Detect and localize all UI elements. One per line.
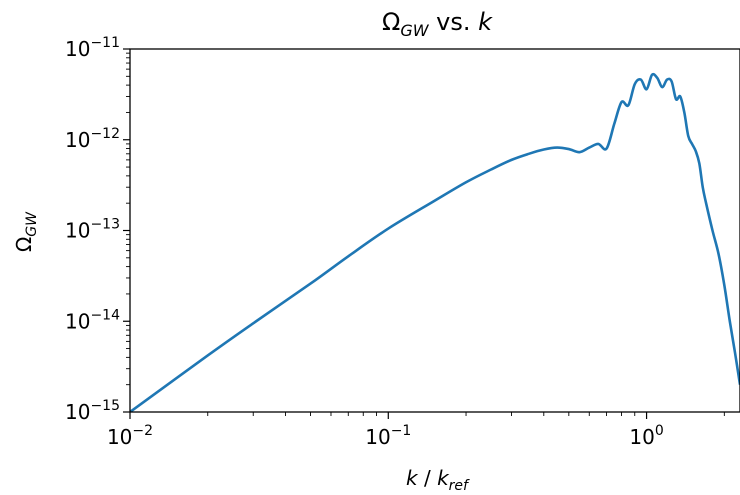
xlabel-sep: / bbox=[418, 466, 437, 490]
series-layer bbox=[130, 72, 740, 412]
y-tick-label: 10−15 bbox=[65, 398, 120, 424]
x-axis-label: k / kref bbox=[406, 466, 470, 494]
title-vs: vs. bbox=[429, 8, 479, 36]
chart-title: ΩGW vs. k bbox=[382, 8, 493, 40]
series-line bbox=[130, 72, 740, 412]
ticks-layer: 10−2 10−1 100 10−15 10−14 10−13 10−12 10−11 bbox=[65, 35, 725, 449]
y-axis-label: ΩGW bbox=[12, 211, 40, 252]
plot-frame bbox=[129, 48, 740, 413]
x-tick-label: 10−1 bbox=[365, 423, 411, 449]
x-tick-label: 100 bbox=[629, 423, 663, 449]
y-tick-label: 10−14 bbox=[65, 307, 120, 333]
ylabel-omega: Ω bbox=[12, 237, 36, 252]
ylabel-subscript: GW bbox=[24, 211, 40, 237]
title-omega: Ω bbox=[382, 8, 400, 36]
xlabel-k2: k bbox=[437, 466, 450, 490]
title-subscript: GW bbox=[400, 21, 429, 40]
y-tick-label: 10−11 bbox=[65, 35, 120, 61]
x-tick-label: 10−2 bbox=[107, 423, 153, 449]
y-tick-label: 10−12 bbox=[65, 126, 120, 152]
xlabel-k: k bbox=[406, 466, 419, 490]
y-tick-label: 10−13 bbox=[65, 217, 120, 243]
xlabel-subscript: ref bbox=[449, 478, 470, 494]
title-k: k bbox=[478, 8, 493, 36]
